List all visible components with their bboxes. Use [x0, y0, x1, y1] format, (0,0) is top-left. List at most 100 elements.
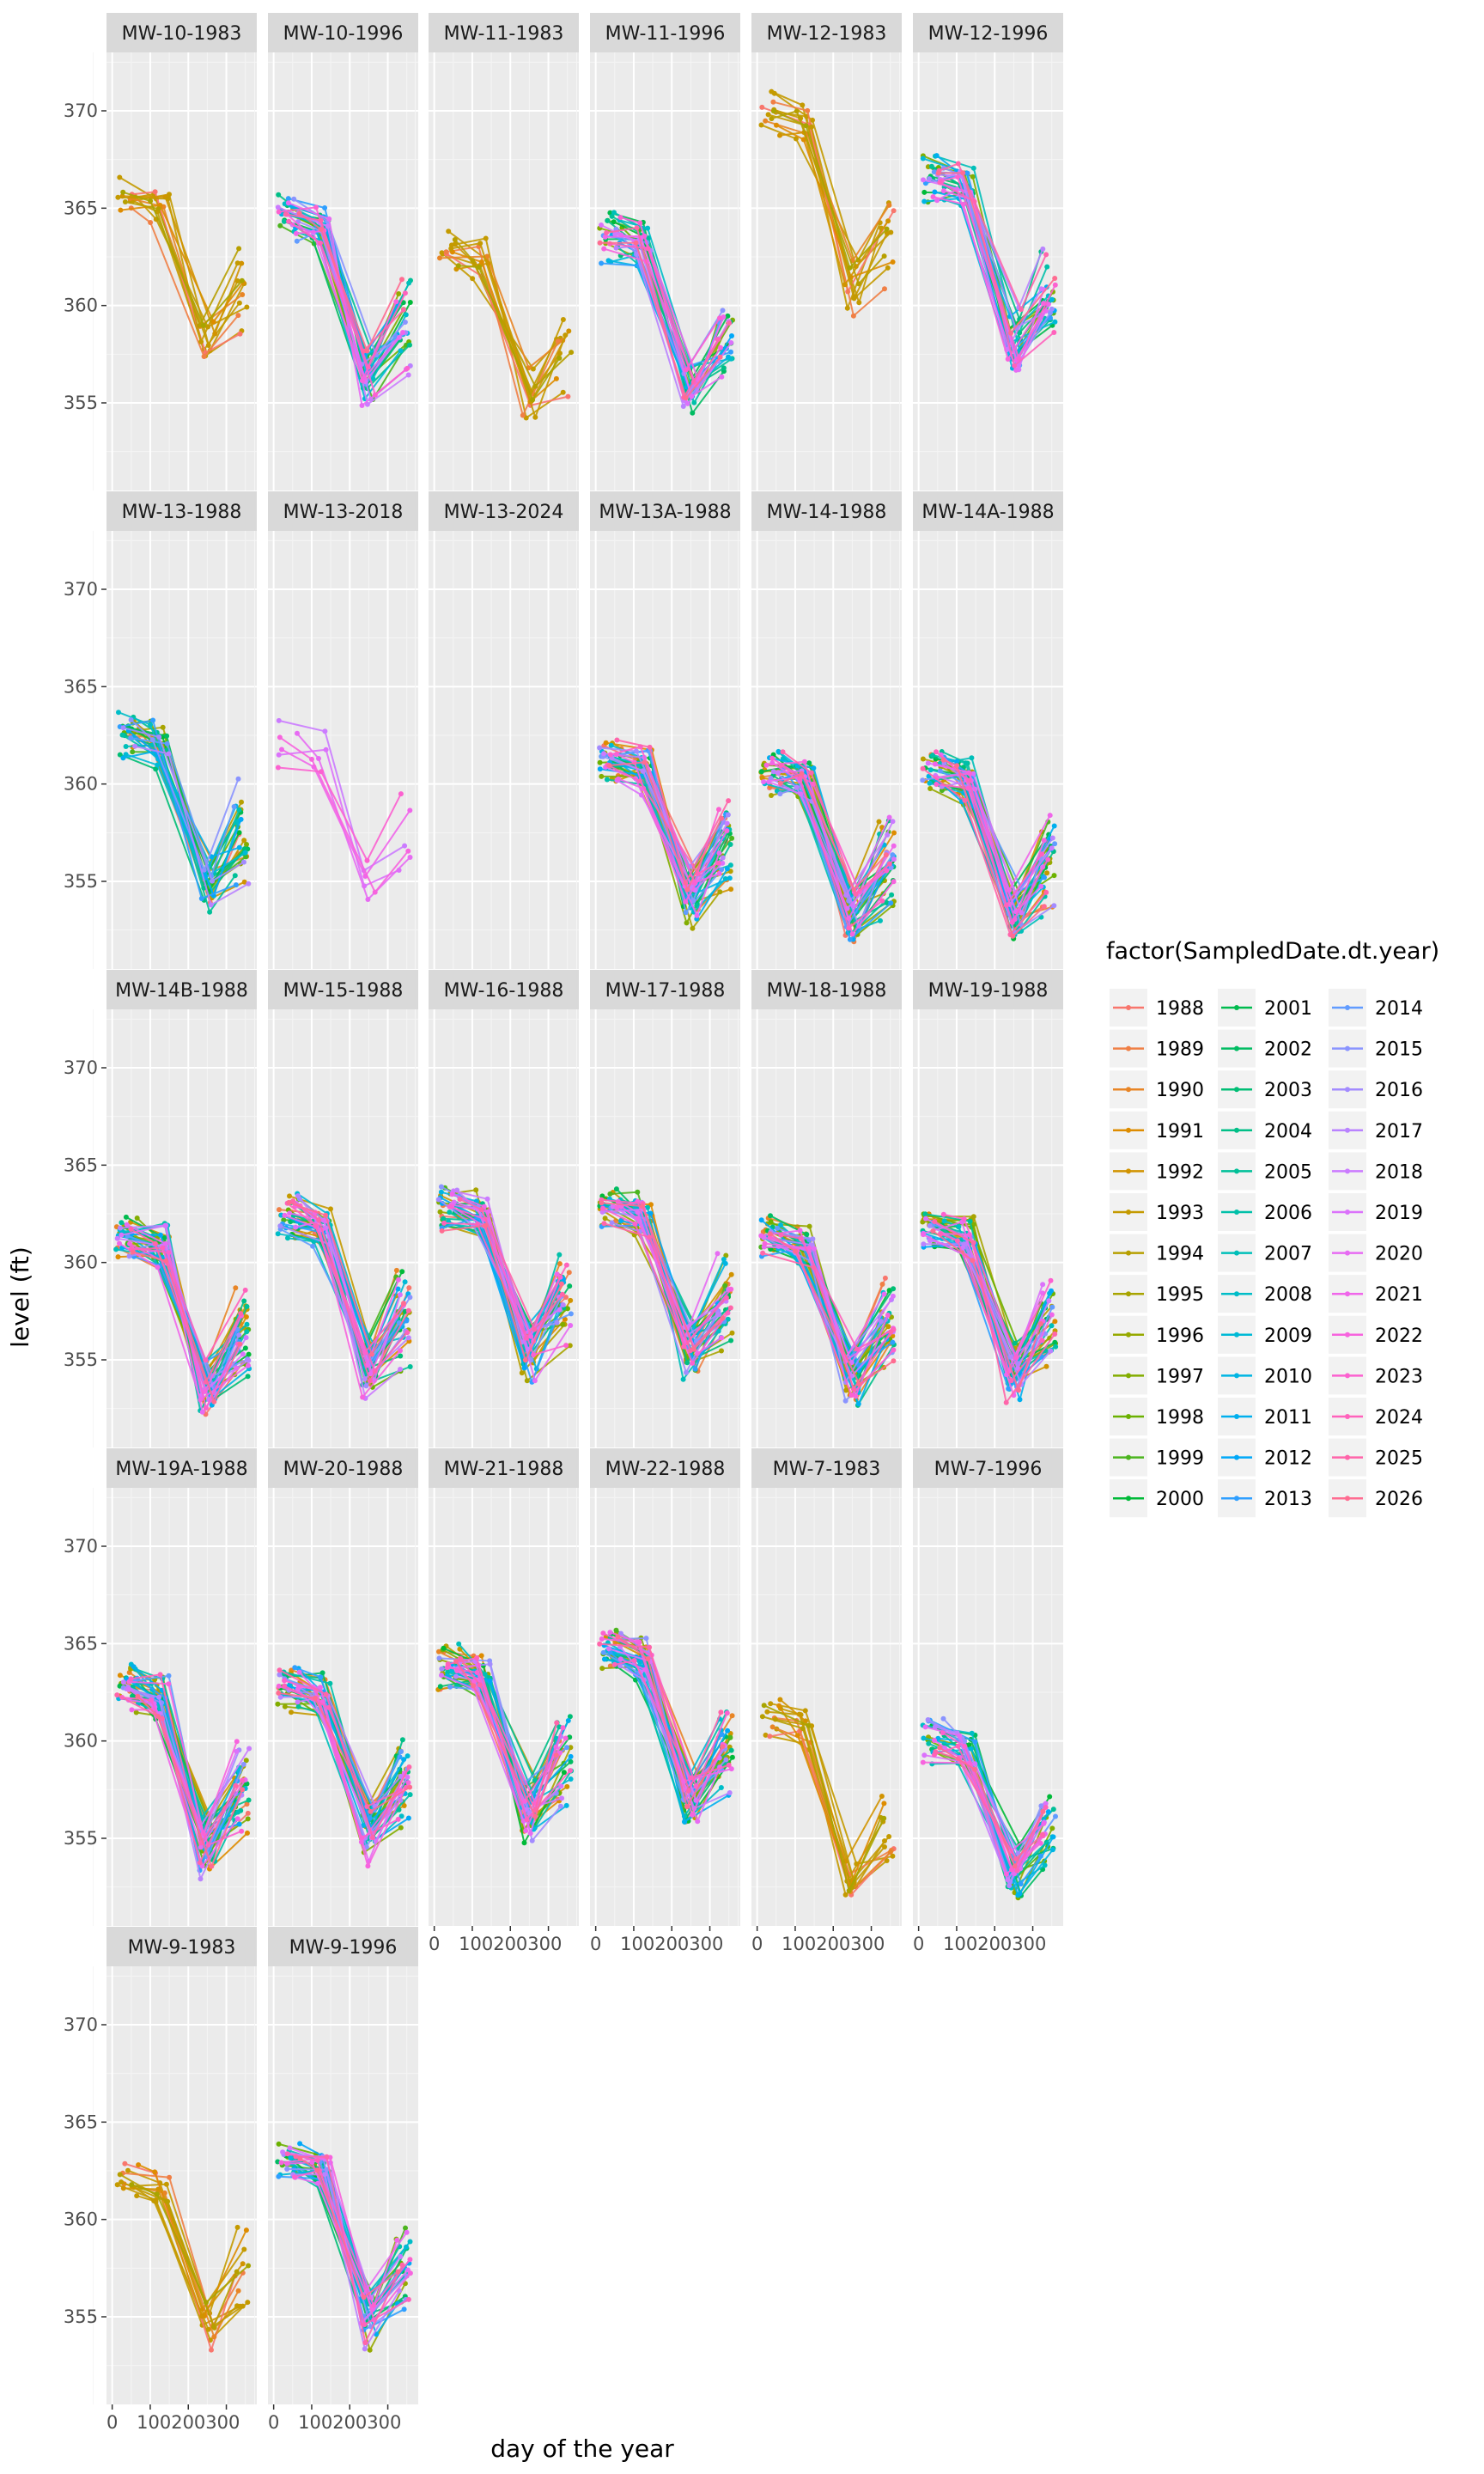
data-point — [717, 889, 723, 895]
data-point — [762, 1240, 768, 1246]
data-point — [724, 828, 730, 834]
data-point — [154, 2191, 160, 2197]
legend-item: 1989 — [1110, 1029, 1204, 1068]
panel-strip — [106, 13, 257, 52]
data-point — [558, 1281, 564, 1287]
data-point — [692, 1366, 698, 1372]
data-point — [562, 1316, 568, 1322]
data-point — [716, 807, 721, 813]
data-point — [920, 756, 926, 762]
data-point — [962, 797, 968, 803]
data-point — [607, 752, 613, 758]
legend-label: 2006 — [1264, 1203, 1312, 1224]
x-tick-label: 0 — [590, 1934, 601, 1954]
panel-strip — [751, 970, 902, 1009]
data-point — [240, 2261, 246, 2267]
data-point — [210, 878, 216, 884]
legend-label: 2020 — [1375, 1244, 1423, 1265]
legend-item: 2015 — [1329, 1029, 1423, 1068]
data-point — [635, 1189, 641, 1195]
data-point — [164, 733, 170, 739]
data-point — [601, 1656, 607, 1662]
data-point — [291, 196, 297, 202]
data-point — [322, 205, 328, 210]
data-point — [530, 397, 536, 403]
data-point — [891, 208, 897, 214]
data-point — [128, 735, 134, 741]
data-point — [473, 1187, 479, 1193]
series-line — [277, 766, 402, 862]
data-point — [359, 378, 365, 384]
data-point — [436, 1655, 442, 1661]
data-point — [211, 1398, 217, 1405]
data-point — [969, 1730, 975, 1736]
data-point — [803, 123, 809, 129]
legend-key-point — [1345, 1168, 1350, 1174]
data-point — [645, 1204, 650, 1210]
data-point — [119, 1232, 125, 1238]
data-point — [690, 925, 696, 931]
data-point — [152, 2169, 158, 2175]
panel-strip — [429, 491, 579, 531]
data-point — [155, 2186, 161, 2192]
y-tick-label: 365 — [64, 676, 98, 697]
legend-key-point — [1345, 1210, 1350, 1215]
data-point — [364, 857, 370, 863]
legend-key-point — [1234, 1414, 1239, 1419]
data-point — [152, 1240, 158, 1246]
legend-key-point — [1234, 1454, 1239, 1460]
series-line — [772, 1226, 894, 1356]
data-point — [799, 771, 805, 777]
data-point — [930, 194, 936, 200]
data-point — [1041, 838, 1047, 844]
data-point — [402, 290, 408, 296]
data-point — [940, 188, 946, 194]
data-point — [769, 755, 775, 761]
data-point — [1046, 1298, 1052, 1304]
panel-background — [268, 52, 418, 491]
data-point — [934, 749, 939, 755]
data-point — [716, 850, 722, 856]
data-point — [970, 1214, 976, 1220]
data-point — [613, 1186, 619, 1192]
legend-item: 2006 — [1218, 1193, 1312, 1231]
data-point — [886, 1834, 892, 1839]
data-point — [404, 365, 411, 371]
data-point — [806, 1722, 812, 1728]
data-point — [1019, 307, 1024, 313]
data-point — [1008, 330, 1013, 336]
data-point — [131, 1664, 137, 1670]
data-point — [241, 1298, 247, 1304]
x-axis-title: day of the year — [490, 2434, 674, 2463]
data-point — [642, 759, 648, 765]
legend-item: 2014 — [1329, 989, 1423, 1027]
data-point — [201, 867, 207, 873]
data-point — [1005, 356, 1011, 362]
data-point — [1005, 1877, 1011, 1883]
data-point — [1052, 276, 1058, 281]
data-point — [245, 1816, 251, 1822]
data-point — [812, 1246, 817, 1252]
data-point — [166, 1250, 172, 1256]
data-point — [276, 1690, 282, 1696]
data-point — [239, 260, 245, 266]
data-point — [478, 1207, 484, 1213]
data-point — [395, 1286, 401, 1292]
data-point — [888, 1329, 894, 1335]
data-point — [283, 211, 289, 217]
data-point — [932, 189, 938, 195]
data-point — [1018, 1881, 1024, 1887]
data-point — [1049, 306, 1055, 312]
data-point — [768, 1701, 774, 1707]
data-point — [715, 860, 721, 866]
data-point — [844, 305, 850, 311]
legend-item: 1994 — [1110, 1234, 1204, 1272]
panel: MW-12-1983 — [737, 13, 902, 491]
data-point — [647, 1644, 653, 1650]
panel: MW-12-1996 — [898, 13, 1063, 491]
panel-strip-label: MW-13-2018 — [283, 502, 404, 523]
legend-item: 2007 — [1218, 1234, 1312, 1272]
data-point — [1042, 874, 1047, 881]
data-point — [484, 253, 490, 259]
data-point — [443, 249, 449, 255]
